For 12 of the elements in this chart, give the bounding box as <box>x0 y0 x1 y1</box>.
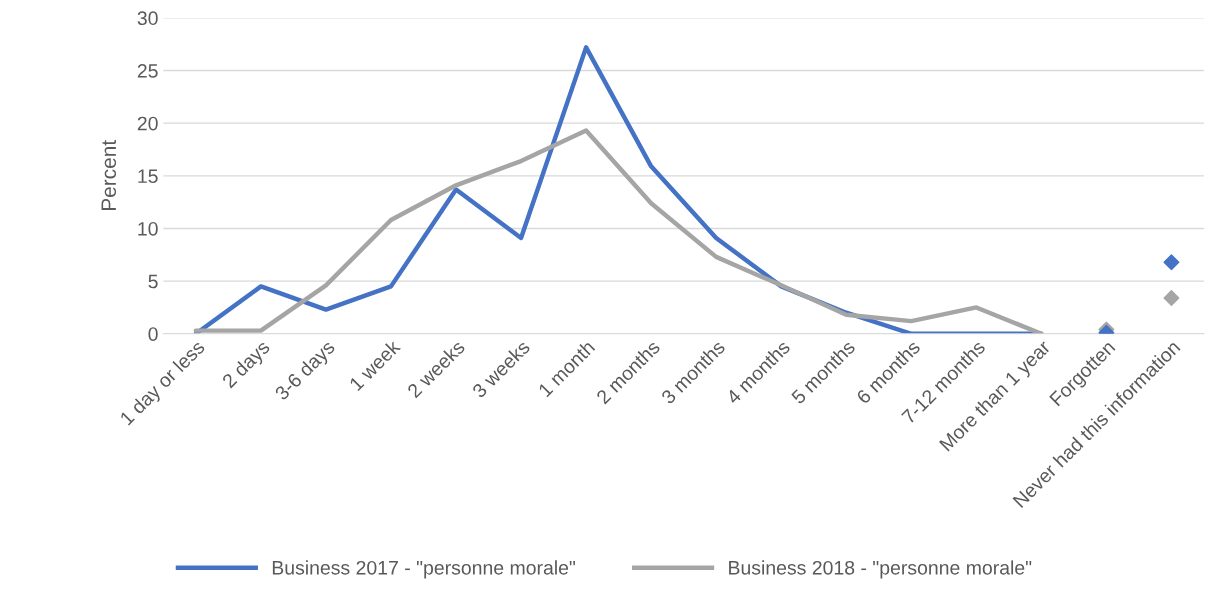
y-axis-title: Percent <box>101 140 117 211</box>
y-tick-label: 30 <box>137 11 158 26</box>
legend-label: Business 2018 - "personne morale" <box>729 560 1032 579</box>
y-tick-label: 25 <box>137 63 158 78</box>
y-tick-label: 0 <box>148 327 158 341</box>
x-tick-label: 2 days <box>221 339 274 392</box>
y-tick-label: 15 <box>138 169 158 184</box>
y-tick-label: 10 <box>138 221 158 236</box>
y-tick-label: 5 <box>148 274 158 289</box>
x-tick-label: 3-6 days <box>273 339 339 404</box>
legend-label: Business 2017 - "personne morale" <box>272 560 576 579</box>
y-tick-label: 20 <box>137 116 158 131</box>
